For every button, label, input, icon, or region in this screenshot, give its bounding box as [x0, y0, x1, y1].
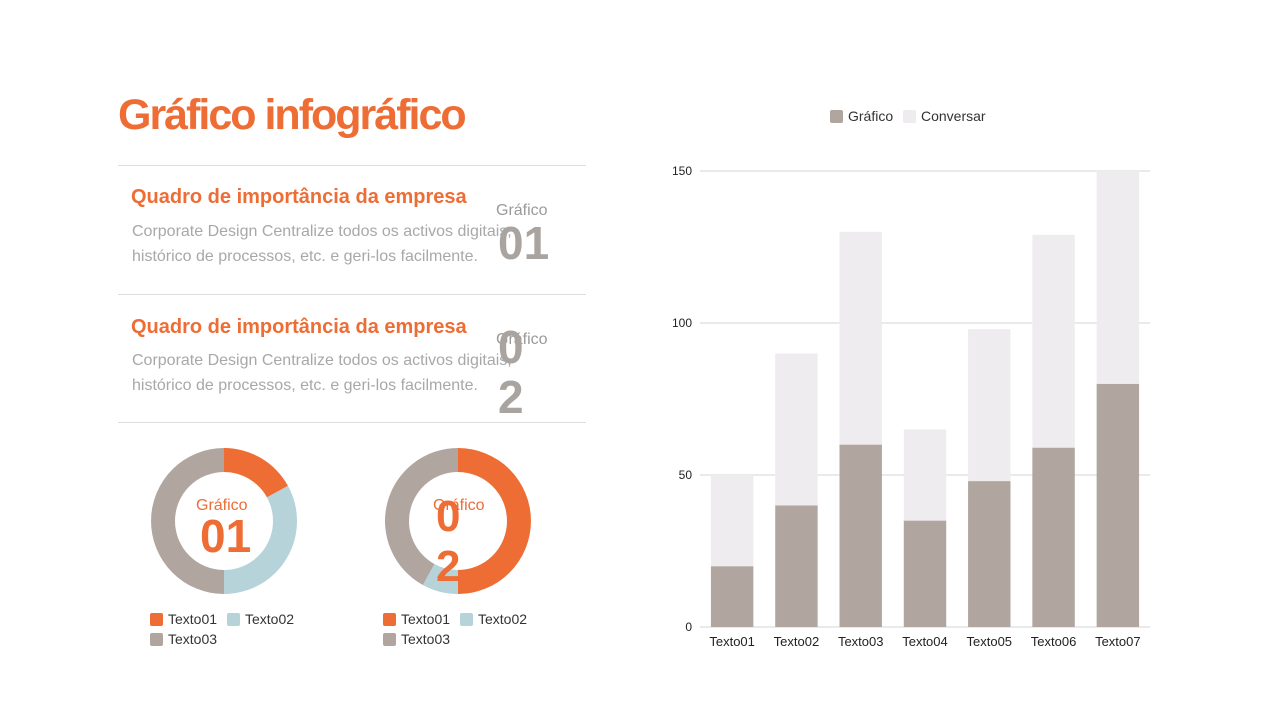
bar-texto05-series-1	[968, 481, 1011, 627]
donut-slice-texto01	[458, 448, 531, 594]
legend-label: Texto03	[168, 631, 218, 647]
legend-swatch	[830, 110, 843, 123]
legend-swatch	[150, 633, 163, 646]
donut-slice-texto03	[385, 448, 458, 585]
section-1-badge-label: Gráfico	[496, 202, 548, 219]
x-tick-label: Texto03	[838, 634, 884, 649]
section-2-title: Quadro de importância da empresa	[131, 316, 467, 338]
bar-legend-grafico: Gráfico	[830, 108, 893, 124]
bar-texto02-series-2	[775, 353, 818, 506]
donut-chart-2	[383, 446, 533, 596]
bar-texto04-series-2	[903, 429, 947, 521]
y-tick-label: 100	[672, 316, 692, 330]
bar-texto07-series-1	[1096, 383, 1140, 627]
stacked-bar-chart: 0 50 100 150 Texto01 Texto02 Texto03 Texto04 Tex…	[672, 164, 1150, 649]
donut-2-legend-texto02: Texto02	[460, 611, 527, 627]
legend-label: Texto03	[401, 631, 451, 647]
donut-1-legend-texto03: Texto03	[150, 631, 217, 647]
donut-1-legend-texto02: Texto02	[227, 611, 294, 627]
bar-texto03-series-2	[839, 231, 882, 445]
donut-slice-texto02	[224, 485, 297, 594]
bar-texto04-series-1	[903, 520, 947, 627]
donut-chart-1-svg	[151, 448, 297, 594]
x-tick-label: Texto01	[709, 634, 755, 649]
y-tick-label: 0	[685, 620, 692, 634]
legend-label: Texto02	[478, 611, 528, 627]
donut-2-center-number: 02	[436, 492, 461, 591]
x-tick-label: Texto04	[902, 634, 948, 649]
bar-texto01-series-1	[710, 566, 754, 627]
legend-label: Texto02	[245, 611, 295, 627]
donut-2-center-label: Gráfico	[433, 497, 485, 514]
donut-chart-1	[149, 446, 299, 596]
legend-swatch	[227, 613, 240, 626]
section-1-body: Corporate Design Centralize todos os act…	[132, 223, 512, 265]
section-1-badge-number: 01	[498, 217, 550, 269]
legend-label: Texto01	[168, 611, 218, 627]
legend-label: Conversar	[921, 108, 986, 124]
donut-chart-2-svg	[385, 448, 531, 594]
y-tick-label: 150	[672, 164, 692, 178]
bar-texto07-series-2	[1096, 171, 1140, 384]
bar-legend-conversar: Conversar	[903, 108, 986, 124]
bar-texto03-series-1	[839, 444, 882, 627]
section-2-badge-label: Gráfico	[496, 331, 548, 348]
bar-texto01-series-2	[710, 475, 754, 567]
donut-1-center-number: 01	[200, 510, 252, 562]
x-tick-label: Texto02	[774, 634, 820, 649]
legend-swatch	[150, 613, 163, 626]
x-tick-label: Texto07	[1095, 634, 1141, 649]
divider-top	[118, 165, 586, 166]
bar-texto02-series-1	[775, 505, 818, 627]
section-2-body: Corporate Design Centralize todos os act…	[132, 352, 512, 394]
donut-1-legend-texto01: Texto01	[150, 611, 217, 627]
donut-slice-texto01	[224, 448, 288, 498]
donut-1-center-label: Gráfico	[196, 497, 248, 514]
donut-slice-texto03	[151, 448, 224, 594]
bar-texto05-series-2	[968, 329, 1011, 482]
divider-middle	[118, 294, 586, 295]
bar-texto06-series-1	[1032, 447, 1075, 627]
donut-2-legend-texto03: Texto03	[383, 631, 450, 647]
y-tick-label: 50	[679, 468, 693, 482]
bar-texto06-series-2	[1032, 234, 1075, 448]
legend-swatch	[460, 613, 473, 626]
divider-bottom	[118, 422, 586, 423]
legend-label: Gráfico	[848, 108, 894, 124]
section-2-badge-number: 02	[498, 321, 524, 423]
donut-2-legend-texto01: Texto01	[383, 611, 450, 627]
legend-swatch	[383, 633, 396, 646]
legend-swatch	[383, 613, 396, 626]
x-tick-label: Texto05	[967, 634, 1013, 649]
legend-label: Texto01	[401, 611, 451, 627]
section-1-title: Quadro de importância da empresa	[131, 186, 467, 208]
legend-swatch	[903, 110, 916, 123]
donut-slice-texto02	[422, 563, 458, 594]
page-title: Gráfico infográfico	[118, 91, 467, 139]
x-tick-label: Texto06	[1031, 634, 1077, 649]
